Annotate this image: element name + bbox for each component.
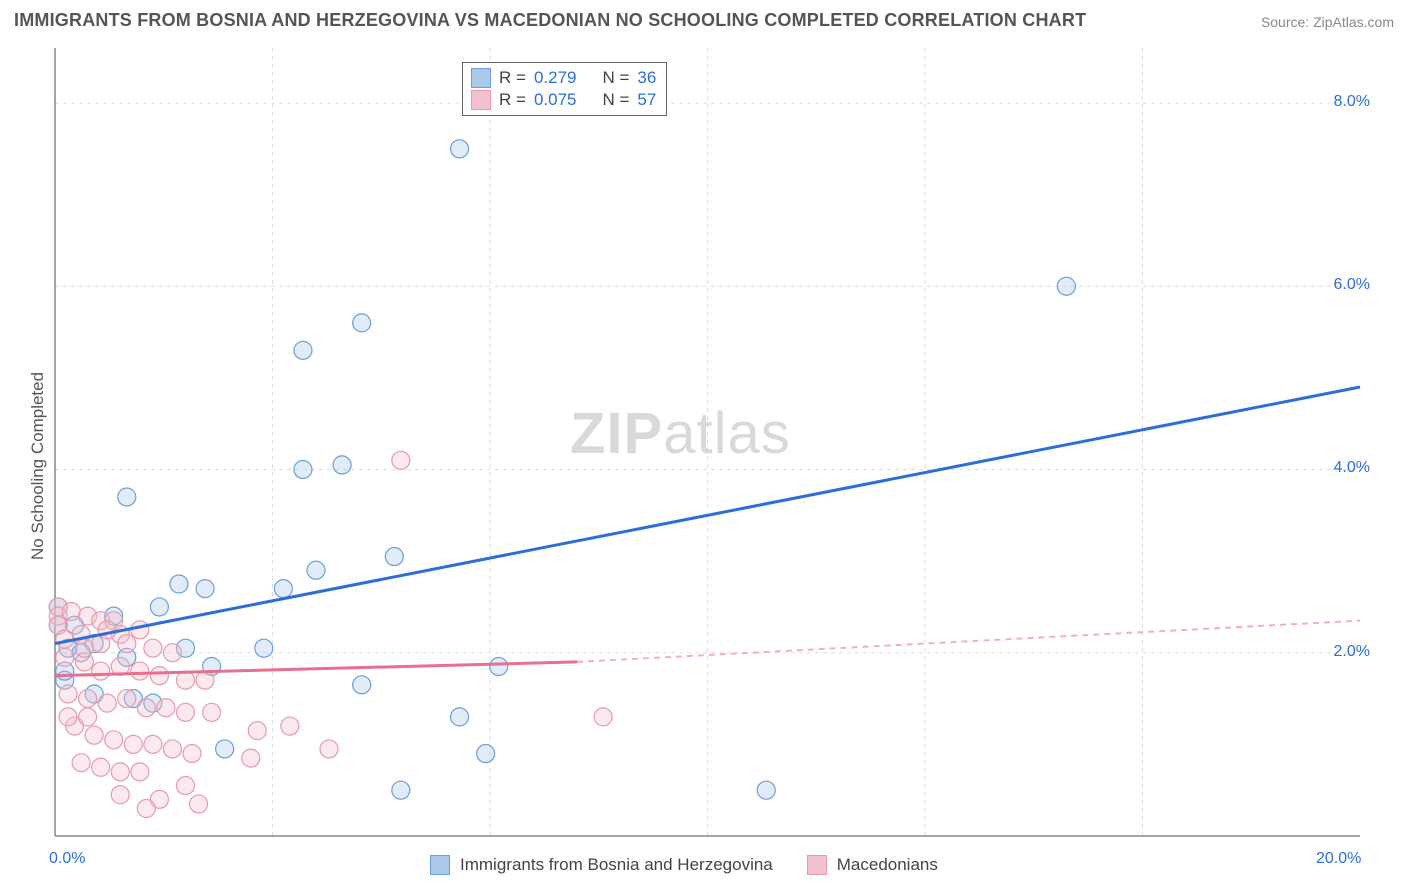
legend-row: R = 0.279 N = 36	[471, 67, 656, 89]
correlation-legend: R = 0.279 N = 36 R = 0.075 N = 57	[462, 62, 667, 116]
r-label: R =	[499, 89, 526, 111]
series-legend: Immigrants from Bosnia and Herzegovina Ma…	[430, 855, 962, 875]
n-label: N =	[602, 67, 629, 89]
y-tick: 6.0%	[1310, 276, 1370, 294]
y-axis-label: No Schooling Completed	[28, 372, 48, 560]
r-label: R =	[499, 67, 526, 89]
legend-swatch	[807, 855, 827, 875]
legend-swatch	[471, 90, 491, 110]
legend-label: Macedonians	[837, 855, 938, 875]
r-value: 0.279	[534, 67, 577, 89]
legend-swatch	[471, 68, 491, 88]
y-tick: 8.0%	[1310, 93, 1370, 111]
n-value: 36	[637, 67, 656, 89]
n-value: 57	[637, 89, 656, 111]
y-tick: 4.0%	[1310, 459, 1370, 477]
legend-swatch	[430, 855, 450, 875]
legend-row: R = 0.075 N = 57	[471, 89, 656, 111]
x-tick: 20.0%	[1316, 850, 1361, 868]
r-value: 0.075	[534, 89, 577, 111]
n-label: N =	[602, 89, 629, 111]
legend-label: Immigrants from Bosnia and Herzegovina	[460, 855, 773, 875]
y-tick: 2.0%	[1310, 643, 1370, 661]
scatter-chart	[0, 0, 1406, 892]
x-tick: 0.0%	[49, 850, 85, 868]
